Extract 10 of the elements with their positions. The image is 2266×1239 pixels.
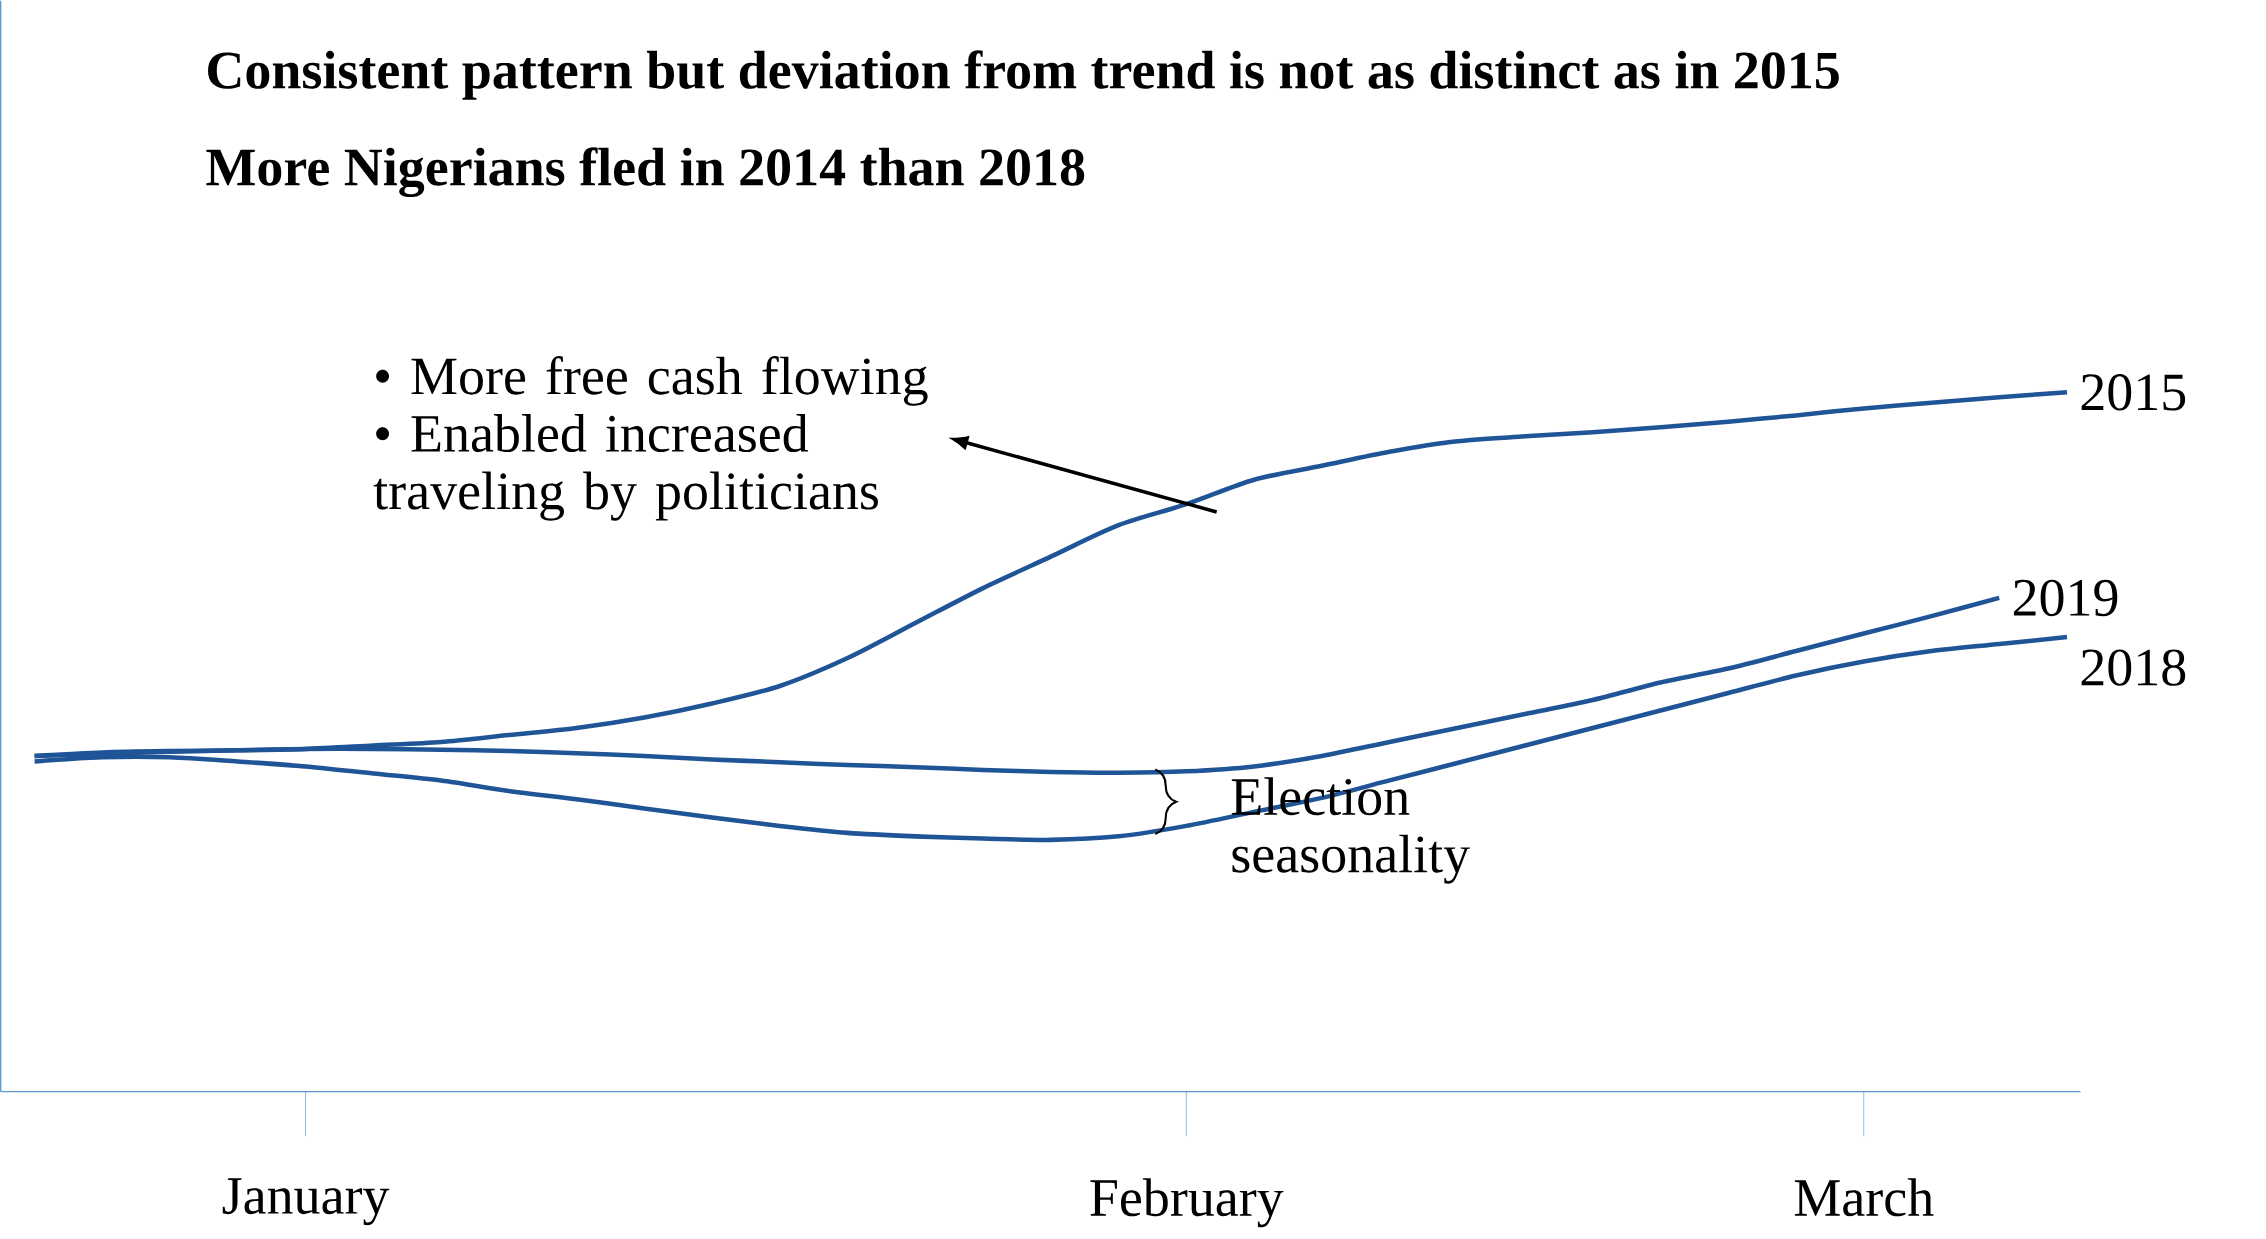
series-label: 2019 bbox=[2013, 579, 2118, 617]
annotation: • Enabled increased traveling by politicians bbox=[373, 414, 878, 521]
x-tick-label: February bbox=[1090, 1178, 1284, 1228]
x-tick-label: January bbox=[222, 1178, 390, 1226]
series-label: 2018 bbox=[2081, 649, 2186, 686]
series-label: 2015 bbox=[2081, 374, 2186, 411]
x-tick-label: March bbox=[1794, 1178, 1934, 1217]
chart-title: Consistent pattern but deviation from trend is not as distinct as in 2015 bbox=[208, 50, 1839, 100]
chart-subtitle: More Nigerians fled in 2014 than 2018 bbox=[206, 147, 1085, 198]
annotation: • More free cash flowing bbox=[376, 356, 928, 406]
